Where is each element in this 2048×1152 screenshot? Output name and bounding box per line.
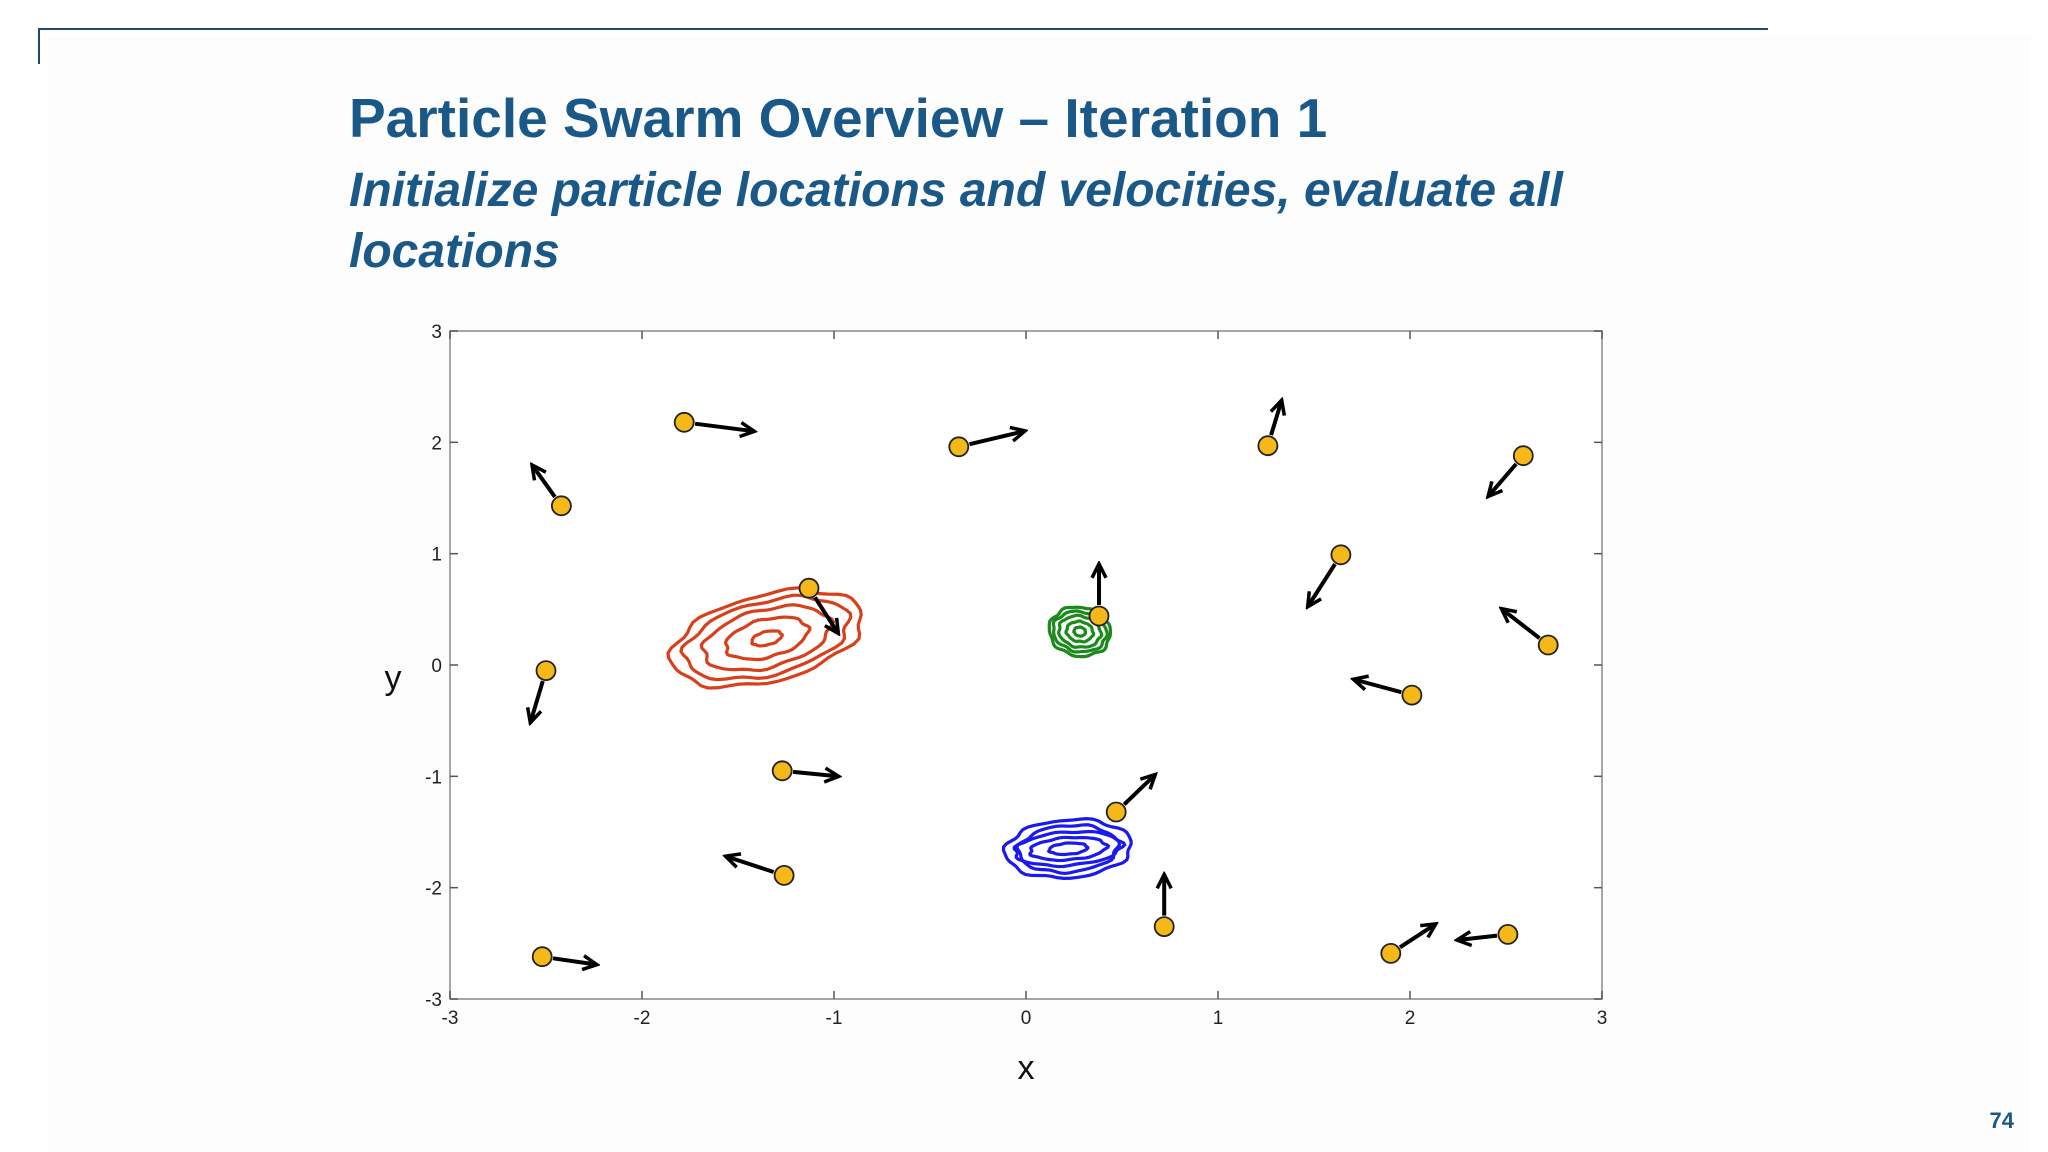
x-tick-label: -1	[826, 1008, 843, 1029]
contour-blue	[1001, 817, 1133, 881]
header-rule-corner	[38, 28, 40, 64]
y-axis-label: y	[385, 659, 402, 697]
particle-marker	[535, 660, 557, 681]
contour-line	[1001, 817, 1133, 881]
slide-subtitle: Initialize particle locations and veloci…	[349, 164, 1563, 278]
particle-marker	[673, 411, 695, 433]
page-number: 74	[1989, 1108, 2014, 1133]
velocity-arrow	[533, 466, 557, 499]
x-tick-label: 3	[1597, 1008, 1608, 1029]
particle-marker	[1401, 684, 1423, 706]
particle-marker	[771, 760, 793, 782]
velocity-arrow	[1458, 936, 1498, 940]
particle-marker	[1537, 634, 1559, 656]
velocity-arrow	[1489, 462, 1518, 496]
velocity-arrow	[727, 857, 775, 874]
velocity-arrow	[1308, 563, 1337, 606]
plot-area	[449, 330, 1603, 1000]
contour-line	[699, 603, 836, 673]
contour-line	[723, 615, 812, 662]
velocity-arrow	[552, 958, 596, 964]
velocity-arrow	[1502, 609, 1541, 640]
velocity-arrow	[813, 596, 838, 632]
velocity-arrow	[1354, 680, 1402, 695]
particle-marker	[1380, 943, 1402, 964]
particle-marker	[551, 495, 572, 517]
y-tick-label: 0	[431, 656, 442, 677]
x-tick-label: -2	[634, 1008, 651, 1029]
particle-marker	[1497, 924, 1519, 945]
particle-marker	[948, 436, 970, 458]
contour-line	[1028, 835, 1111, 863]
slide-title: Particle Swarm Overview – Iteration 1	[349, 87, 1328, 149]
y-tick-label: -1	[425, 767, 442, 788]
contour-line	[1072, 625, 1088, 638]
x-tick-label: 0	[1021, 1008, 1032, 1029]
particle-marker	[1330, 544, 1352, 566]
particle-marker	[1257, 435, 1279, 457]
y-tick-label: -3	[425, 990, 442, 1011]
contour-line	[1012, 829, 1127, 869]
contour-line	[1064, 619, 1096, 644]
particle-marker	[1153, 916, 1175, 937]
contour-line	[750, 629, 785, 648]
particle-marker	[798, 577, 820, 599]
particle-marker	[531, 946, 553, 968]
velocity-arrow	[1269, 401, 1281, 436]
velocity-arrow	[1398, 924, 1435, 949]
velocity-arrow	[969, 431, 1025, 447]
header-rule	[38, 28, 1768, 30]
velocity-arrow	[694, 424, 753, 432]
particle-marker	[773, 865, 795, 886]
velocity-arrow	[1122, 775, 1154, 806]
contour-line	[1046, 841, 1090, 857]
y-tick-label: -2	[425, 879, 442, 900]
y-tick-label: 2	[431, 433, 442, 454]
x-tick-label: 2	[1405, 1008, 1416, 1029]
velocity-arrow	[531, 680, 545, 722]
particle-marker	[1512, 445, 1534, 467]
particle-marker	[1105, 801, 1127, 823]
particle-marker	[1088, 605, 1110, 627]
y-tick-label: 1	[431, 545, 442, 566]
contour-line	[1015, 823, 1121, 876]
contour-line	[679, 593, 853, 682]
x-tick-label: 1	[1213, 1008, 1224, 1029]
velocity-arrow	[792, 772, 838, 776]
x-axis-label: x	[1018, 1049, 1035, 1087]
y-tick-label: 3	[431, 322, 442, 343]
x-tick-label: -3	[442, 1008, 459, 1029]
